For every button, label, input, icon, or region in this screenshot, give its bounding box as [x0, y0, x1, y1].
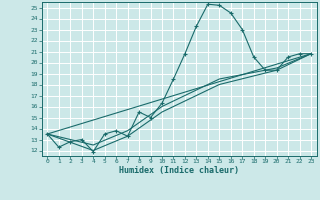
X-axis label: Humidex (Indice chaleur): Humidex (Indice chaleur) — [119, 166, 239, 175]
